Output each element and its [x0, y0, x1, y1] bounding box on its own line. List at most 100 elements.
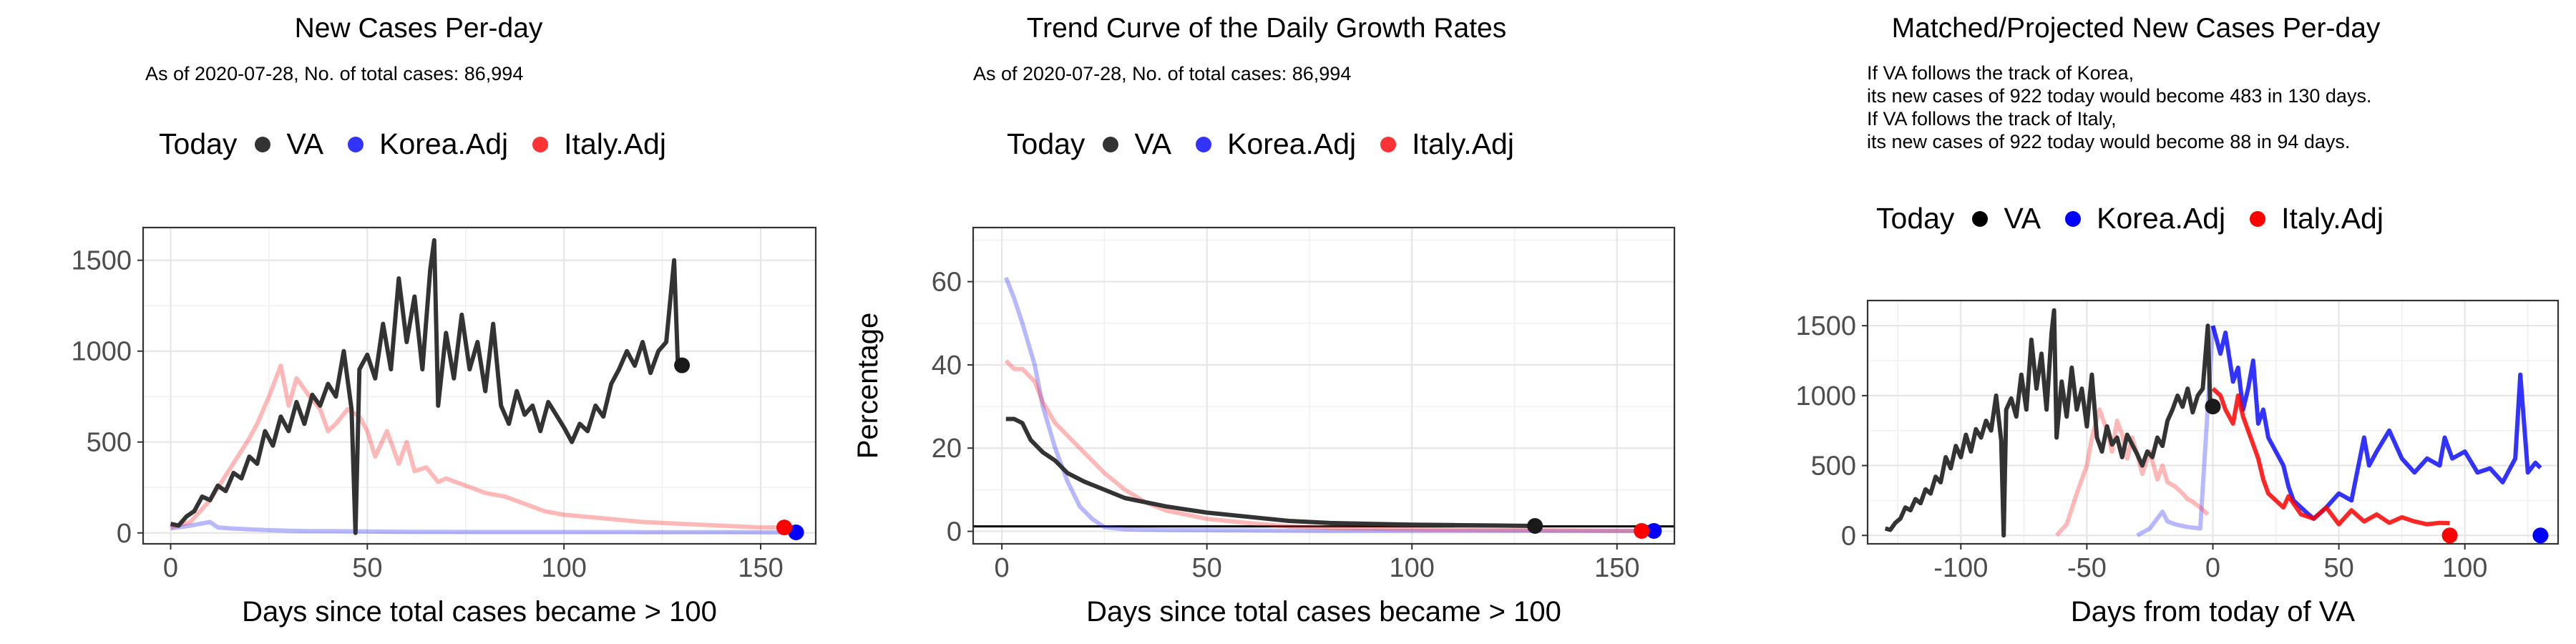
y-tick-label: 1000	[1795, 381, 1856, 411]
chart-subtitle: As of 2020-07-28, No. of total cases: 86…	[145, 63, 524, 84]
y-tick-label: 0	[117, 519, 132, 549]
y-tick-label: 60	[932, 268, 962, 298]
y-tick-label: 0	[1841, 521, 1856, 551]
y-axis-title: Percentage	[852, 313, 884, 459]
legend-dot-italy	[532, 136, 549, 152]
legend-item-va: VA	[255, 127, 323, 161]
legend-label-va: VA	[2004, 202, 2041, 235]
projection-note-line: If VA follows the track of Italy,	[1867, 108, 2117, 130]
legend-item-italy: Italy.Adj	[532, 127, 666, 161]
today-point-va	[674, 357, 691, 374]
series-line-italy-adj	[170, 364, 784, 530]
x-tick-label: -100	[1933, 553, 1988, 583]
y-tick-label: 500	[1811, 452, 1856, 482]
x-axis-title: Days from today of VA	[2071, 596, 2356, 628]
x-tick-label: 150	[738, 553, 783, 583]
x-tick-label: 100	[2442, 553, 2487, 583]
legend-dot-italy	[2250, 210, 2266, 227]
legend-dot-italy	[1380, 136, 1397, 152]
projection-note: If VA follows the track of Korea, its ne…	[1867, 62, 2371, 153]
series-line-va	[170, 238, 684, 535]
x-axis-title: Days since total cases became > 100	[1086, 596, 1561, 628]
legend-title: Today	[1876, 202, 1955, 235]
plot-background	[143, 228, 816, 544]
legend-item-korea: Korea.Adj	[1196, 127, 1356, 161]
legend-dot-korea	[1196, 136, 1212, 152]
legend-item-va: VA	[1103, 127, 1171, 161]
series-line-italy-projected	[2211, 386, 2450, 527]
legend-label-italy: Italy.Adj	[2281, 202, 2384, 235]
x-tick-label: 0	[163, 553, 178, 583]
legend-label-korea: Korea.Adj	[379, 127, 509, 160]
series-line-va	[1005, 416, 1536, 528]
legend-dot-va	[255, 136, 271, 152]
y-tick-label: 1000	[71, 337, 132, 367]
plot-border	[142, 226, 817, 545]
today-point-korea-adj	[1646, 522, 1662, 539]
y-tick-label: 20	[932, 434, 962, 464]
chart-legend: Today VA Korea.Adj Italy.Adj	[1696, 202, 2576, 235]
legend-label-korea: Korea.Adj	[2097, 202, 2226, 235]
y-tick-label: 1500	[1795, 311, 1856, 341]
chart-title: Matched/Projected New Cases Per-day	[1891, 13, 2381, 44]
x-tick-label: 150	[1594, 553, 1639, 583]
x-tick-label: 100	[541, 553, 586, 583]
projection-note-line: its new cases of 922 today would become …	[1867, 131, 2351, 152]
chart-panel-growth-rates: Trend Curve of the Daily Growth Rates As…	[837, 0, 1696, 644]
x-tick-label: 0	[2205, 553, 2220, 583]
series-line-va	[1884, 308, 2215, 538]
today-point-korea-adj	[2532, 527, 2549, 544]
chart-legend: Today VA Korea.Adj Italy.Adj	[837, 127, 1696, 161]
chart-subtitle: As of 2020-07-28, No. of total cases: 86…	[973, 63, 1352, 84]
projection-note-line: its new cases of 922 today would become …	[1867, 85, 2372, 107]
legend-item-korea: Korea.Adj	[2065, 202, 2225, 235]
legend-item-italy: Italy.Adj	[1380, 127, 1514, 161]
chart-plot-growth-rates: 0 50 100 150 0 20 40 60 Days since total cases b…	[852, 226, 1676, 628]
series-line-korea-past	[2136, 325, 2215, 537]
chart-panel-projected: Matched/Projected New Cases Per-day If V…	[1696, 0, 2576, 644]
today-point-italy-adj	[1634, 522, 1650, 539]
y-tick-label: 500	[87, 428, 132, 458]
x-tick-label: 50	[2323, 553, 2353, 583]
legend-label-korea: Korea.Adj	[1227, 127, 1357, 160]
x-tick-label: -50	[2067, 553, 2107, 583]
today-point-va	[2205, 399, 2221, 415]
x-tick-label: 100	[1390, 553, 1435, 583]
y-tick-label: 0	[947, 517, 962, 547]
plot-border	[1866, 299, 2560, 545]
x-tick-label: 50	[352, 553, 382, 583]
x-tick-label: 50	[1192, 553, 1222, 583]
legend-title: Today	[1007, 127, 1085, 160]
today-point-italy-adj	[2441, 527, 2458, 544]
legend-item-va: VA	[1972, 202, 2041, 235]
legend-label-va: VA	[1134, 127, 1172, 160]
legend-label-va: VA	[286, 127, 324, 160]
legend-dot-va	[1972, 210, 1989, 227]
x-axis-title: Days since total cases became > 100	[242, 596, 717, 628]
plot-border	[972, 226, 1676, 545]
legend-label-italy: Italy.Adj	[564, 127, 666, 160]
x-tick-label: 0	[995, 553, 1010, 583]
chart-panel-new-cases: New Cases Per-day As of 2020-07-28, No. …	[0, 0, 837, 644]
series-line-korea-adj	[170, 519, 796, 535]
series-line-korea-projected	[2210, 325, 2542, 521]
legend-item-italy: Italy.Adj	[2250, 202, 2384, 235]
y-tick-label: 40	[932, 351, 962, 381]
series-line-italy-adj	[1004, 358, 1642, 533]
legend-dot-korea	[348, 136, 364, 152]
legend-title: Today	[159, 127, 238, 160]
legend-item-korea: Korea.Adj	[348, 127, 508, 161]
legend-dot-korea	[2065, 210, 2082, 227]
plot-background	[973, 228, 1674, 544]
chart-title: New Cases Per-day	[294, 13, 543, 44]
series-line-korea-adj	[1004, 276, 1654, 533]
legend-dot-va	[1103, 136, 1119, 152]
chart-title: Trend Curve of the Daily Growth Rates	[1026, 13, 1507, 44]
y-tick-label: 1500	[71, 246, 132, 276]
today-point-italy-adj	[776, 519, 793, 536]
today-point-korea-adj	[788, 524, 804, 540]
chart-legend: Today VA Korea.Adj Italy.Adj	[0, 127, 837, 161]
legend-label-italy: Italy.Adj	[1412, 127, 1514, 160]
today-point-va	[1527, 517, 1543, 534]
